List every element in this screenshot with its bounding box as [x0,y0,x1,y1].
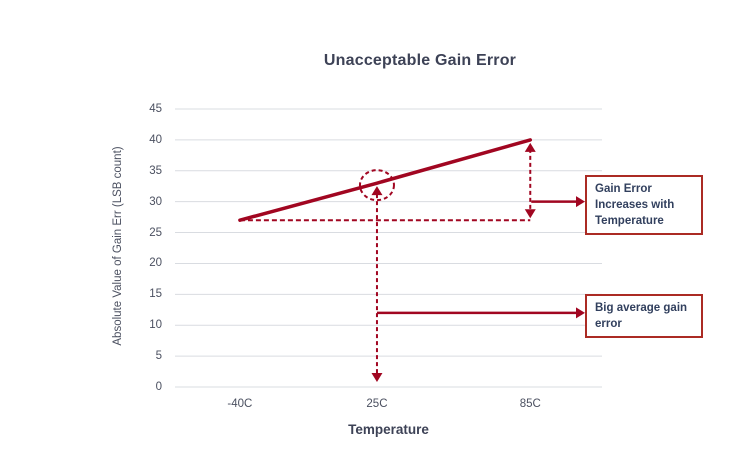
x-tick-label: -40C [227,398,253,410]
x-tick-label: 85C [519,398,541,410]
x-tick-label: 25C [366,398,388,410]
up-arrowhead-25c [371,186,383,196]
down-arrowhead-85c [524,209,536,219]
y-tick-label: 20 [149,257,162,270]
y-tick-label: 40 [149,133,162,146]
down-arrowhead-25c [371,373,383,382]
x-axis-title: Temperature [348,422,429,437]
chart-title: Unacceptable Gain Error [323,52,517,69]
y-tick-label: 25 [149,226,162,239]
y-tick-label: 10 [149,319,162,332]
callout-gain-error-increases-with-temperature: Gain Error Increases with Temperature [585,175,703,235]
y-tick-label: 30 [149,195,162,208]
right-arrowhead-avg-error [576,307,585,319]
callout-big-average-gain-error: Big average gain error [585,294,703,338]
up-arrowhead-85c [524,142,536,152]
y-tick-label: 0 [155,381,162,393]
right-arrowhead-gain-error [576,196,585,208]
circled-point-marker [358,169,395,202]
gain-error-line [238,138,533,222]
y-tick-label: 45 [149,103,162,115]
y-tick-label: 15 [149,288,162,301]
y-tick-label: 35 [149,164,162,177]
y-tick-label: 5 [155,350,162,363]
